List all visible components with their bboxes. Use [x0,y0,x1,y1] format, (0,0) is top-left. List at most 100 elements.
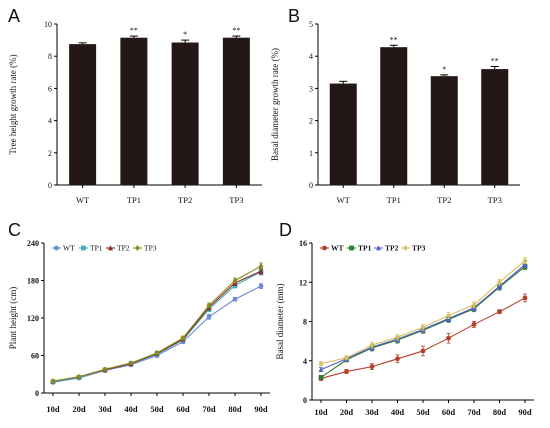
data-point-TP3 [206,302,212,309]
panel-letter-D: D [279,220,292,240]
y-tick-label: 0 [309,181,313,190]
data-point-TP3 [102,366,108,373]
legend-marker-WT [54,245,59,251]
data-point-WT [497,309,502,315]
y-tick-label: 8 [303,318,307,327]
data-point-WT [522,295,528,301]
data-point-TP3 [76,373,82,380]
y-tick-label: 120 [27,314,39,323]
legend-marker-WT [322,245,327,251]
data-point-WT [395,356,400,362]
x-tick-label: 20d [340,407,354,417]
data-point-WT [258,283,264,289]
y-tick-label: 60 [31,352,39,361]
data-point-WT [446,335,451,341]
data-point-TP3 [180,335,186,341]
y-tick-label: 0 [303,396,307,405]
panel-letter-A: A [8,6,20,26]
bar-TP3 [481,69,509,185]
legend-label: TP1 [358,244,372,253]
legend-label: TP3 [412,244,426,253]
legend-label: TP3 [144,244,157,253]
data-point-TP2 [522,261,528,267]
bar-TP1 [120,37,148,186]
data-point-TP3 [154,350,160,356]
legend-marker-TP1 [349,245,354,251]
bar-TP2 [430,76,458,185]
data-point-WT [471,322,477,327]
data-point-TP1 [318,375,324,380]
x-tick-label: 30d [98,404,112,414]
panel-letter-C: C [8,220,21,240]
y-axis-label: Basal diameter (mm) [275,284,285,360]
y-tick-label: 6 [48,84,52,93]
x-tick-label: 50d [150,404,164,414]
data-point-TP3 [395,334,400,341]
x-tick-label: 40d [124,404,138,414]
y-tick-label: 1 [309,149,313,158]
data-point-TP3 [258,263,264,270]
data-point-WT [344,369,349,374]
y-tick-label: 4 [309,52,313,61]
y-axis-label: Basal diameter growth rate (%) [270,48,280,161]
x-tick-label: TP3 [229,195,243,205]
y-tick-label: 2 [48,149,52,158]
y-tick-label: 0 [48,181,52,190]
data-point-TP3 [522,257,528,264]
data-point-TP2 [258,268,264,274]
significance-marker: * [183,30,187,39]
data-point-WT [369,364,375,370]
y-tick-label: 4 [303,357,307,366]
data-point-TP2 [497,283,502,289]
y-tick-label: 4 [48,117,52,126]
bar-WT [69,44,97,185]
y-tick-label: 0 [35,389,39,398]
data-point-TP3 [420,324,426,331]
data-point-WT [206,314,212,320]
y-tick-label: 3 [309,84,313,93]
y-tick-label: 240 [27,239,39,248]
x-tick-label: 50d [416,407,430,417]
significance-marker: ** [390,35,398,44]
data-point-TP3 [318,360,324,367]
data-point-TP3 [446,312,451,319]
data-point-TP3 [232,277,238,284]
x-tick-label: 80d [228,404,242,414]
panel-letter-B: B [288,6,300,26]
y-tick-label: 2 [309,117,313,126]
data-point-TP3 [344,354,349,361]
y-tick-label: 8 [48,52,52,61]
series-line-WT [320,297,526,379]
x-tick-label: 70d [202,404,216,414]
bar-TP3 [222,37,250,186]
series-line-TP3 [52,265,262,382]
x-tick-label: TP2 [178,195,192,205]
y-axis-label: Plant height (cm) [8,287,18,350]
significance-marker: ** [232,26,240,35]
data-point-TP3 [497,279,502,286]
series-line-TP2 [52,270,262,382]
x-tick-label: 30d [365,407,379,417]
y-tick-label: 12 [299,278,307,287]
x-tick-label: TP1 [387,195,401,205]
y-tick-label: 180 [27,277,39,286]
legend-marker-TP3 [135,245,140,251]
significance-marker: ** [130,26,138,35]
x-tick-label: 20d [72,404,86,414]
legend-marker-TP2 [108,245,113,251]
x-tick-label: TP1 [127,195,141,205]
x-tick-label: WT [337,195,351,205]
significance-marker: * [442,65,446,74]
y-tick-label: 10 [44,20,52,29]
x-tick-label: 40d [391,407,405,417]
x-tick-label: 90d [518,407,532,417]
legend-marker-TP2 [376,245,381,251]
data-point-TP3 [471,301,477,308]
y-tick-label: 16 [299,239,307,248]
x-tick-label: TP2 [437,195,451,205]
data-point-TP3 [369,342,375,348]
legend-marker-TP1 [81,245,86,251]
bar-TP1 [380,47,408,186]
x-tick-label: TP3 [488,195,502,205]
